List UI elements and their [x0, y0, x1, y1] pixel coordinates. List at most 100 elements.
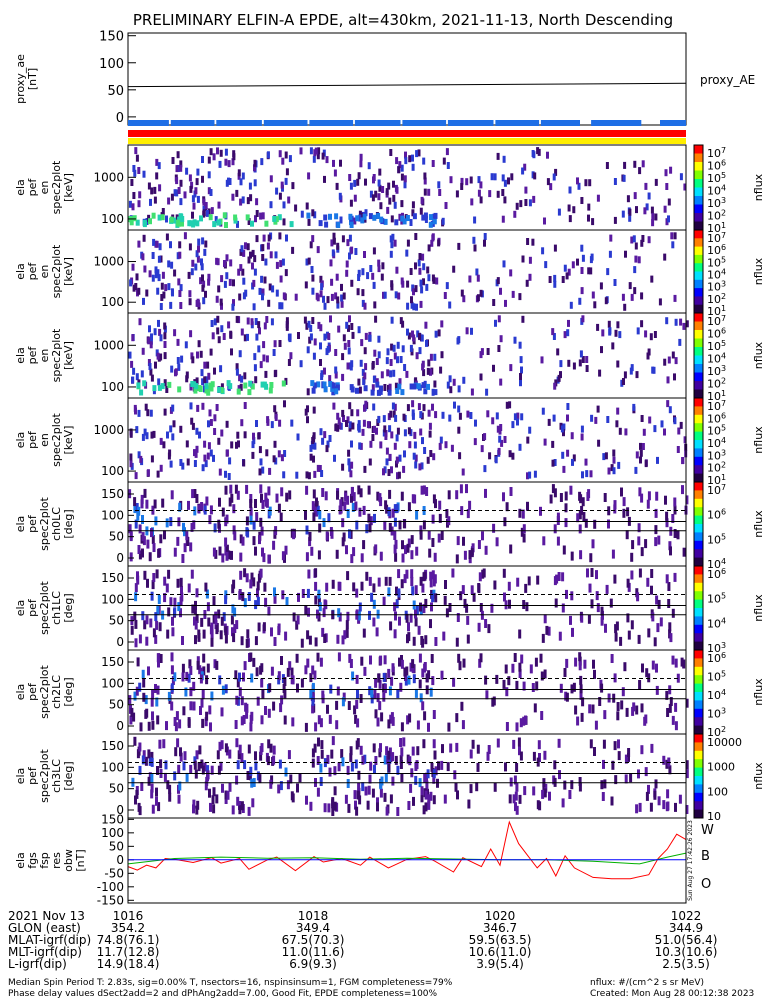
heatmap-cell — [476, 744, 480, 754]
heatmap-cell — [375, 427, 378, 435]
heatmap-cell — [667, 599, 671, 608]
heatmap-cell — [266, 756, 270, 766]
heatmap-cell — [427, 188, 431, 196]
heatmap-cell — [474, 419, 477, 427]
heatmap-cell — [173, 269, 177, 277]
heatmap-cell — [316, 152, 320, 160]
heatmap-cell — [394, 219, 399, 226]
heatmap-cell — [663, 205, 667, 213]
heatmap-cell — [280, 302, 284, 310]
heatmap-cell — [651, 219, 655, 227]
heatmap-cell — [403, 429, 407, 437]
heatmap-cell — [133, 169, 137, 177]
heatmap-cell — [398, 657, 401, 667]
heatmap-cell — [221, 685, 225, 695]
heatmap-cell — [425, 772, 428, 782]
heatmap-cell — [159, 334, 163, 342]
y-axis-label-line: ch0LC — [50, 507, 63, 541]
heatmap-cell — [448, 375, 452, 383]
heatmap-cell — [607, 519, 610, 529]
heatmap-cell — [532, 751, 536, 761]
heatmap-cell — [311, 235, 315, 243]
heatmap-cell — [588, 179, 592, 187]
heatmap-cell — [372, 583, 376, 593]
heatmap-cell — [446, 162, 450, 169]
heatmap-cell — [453, 401, 456, 409]
heatmap-cell — [333, 454, 336, 462]
heatmap-cell — [323, 803, 327, 813]
heatmap-cell — [144, 756, 148, 766]
heatmap-cell — [369, 265, 373, 272]
heatmap-cell — [370, 389, 375, 396]
y-axis-label-line: [nT] — [74, 849, 87, 871]
heatmap-cell — [156, 470, 160, 478]
heatmap-cell — [499, 378, 503, 386]
heatmap-cell — [450, 444, 454, 452]
heatmap-cell — [155, 569, 159, 579]
heatmap-cell — [282, 684, 286, 693]
heatmap-cell — [241, 592, 245, 602]
heatmap-cell — [359, 359, 363, 367]
heatmap-cell — [663, 428, 666, 436]
heatmap-cell — [456, 790, 459, 800]
heatmap-cell — [285, 234, 288, 242]
heatmap-cell — [471, 543, 475, 553]
heatmap-cell — [219, 387, 224, 393]
colorbar-segment — [694, 734, 703, 743]
heatmap-cell — [396, 427, 400, 435]
heatmap-cell — [423, 773, 427, 783]
heatmap-cell — [247, 592, 251, 601]
heatmap-cell — [650, 585, 653, 595]
heatmap-cell — [346, 765, 350, 775]
y-axis-label-line: ela — [14, 516, 27, 533]
heatmap-cell — [397, 383, 402, 390]
loss-cone-lines — [128, 594, 686, 616]
tick-label: 100 — [101, 508, 124, 522]
heatmap-cell — [323, 386, 328, 393]
heatmap-cell — [196, 656, 200, 666]
heatmap-cell — [509, 269, 513, 277]
heatmap-cell — [313, 503, 317, 513]
heatmap-cell — [404, 545, 407, 555]
heatmap-cell — [307, 172, 311, 180]
heatmap-cell — [170, 193, 174, 201]
heatmap-cell — [518, 629, 522, 639]
heatmap-cell — [502, 260, 506, 268]
heatmap-cell — [150, 591, 154, 601]
heatmap-cell — [227, 160, 231, 168]
heatmap-cell — [151, 535, 155, 544]
y-axis-label-line: spec2plot — [38, 665, 51, 719]
heatmap-cell — [357, 274, 361, 281]
heatmap-cell — [181, 554, 185, 563]
heatmap-cell — [158, 622, 162, 632]
heatmap-cell — [533, 470, 537, 478]
heatmap-cell — [322, 295, 325, 303]
heatmap-cell — [673, 529, 677, 538]
heatmap-cell — [461, 720, 465, 730]
heatmap-cell — [387, 763, 391, 773]
heatmap-cell — [210, 320, 214, 327]
heatmap-cell — [152, 573, 156, 582]
heatmap-cell — [359, 212, 363, 220]
heatmap-cell — [362, 378, 366, 385]
heatmap-cell — [589, 267, 593, 275]
heatmap-cell — [625, 707, 629, 717]
heatmap-cell — [309, 147, 313, 155]
heatmap-cell — [169, 301, 173, 309]
heatmap-cell — [323, 214, 328, 221]
heatmap-cell — [189, 402, 193, 410]
heatmap-cell — [638, 167, 642, 175]
heatmap-cell — [567, 319, 570, 327]
heatmap-cell — [596, 405, 600, 413]
heatmap-cell — [654, 508, 658, 518]
heatmap-cell — [473, 216, 477, 224]
heatmap-cell — [566, 329, 570, 337]
heatmap-cell — [186, 458, 190, 466]
heatmap-cell — [348, 529, 351, 539]
heatmap-cell — [448, 603, 452, 612]
heatmap-cell — [681, 457, 685, 465]
heatmap-cell — [338, 192, 342, 200]
heatmap-cell — [513, 413, 517, 421]
heatmap-cell — [470, 548, 474, 558]
heatmap-cell — [347, 701, 351, 710]
